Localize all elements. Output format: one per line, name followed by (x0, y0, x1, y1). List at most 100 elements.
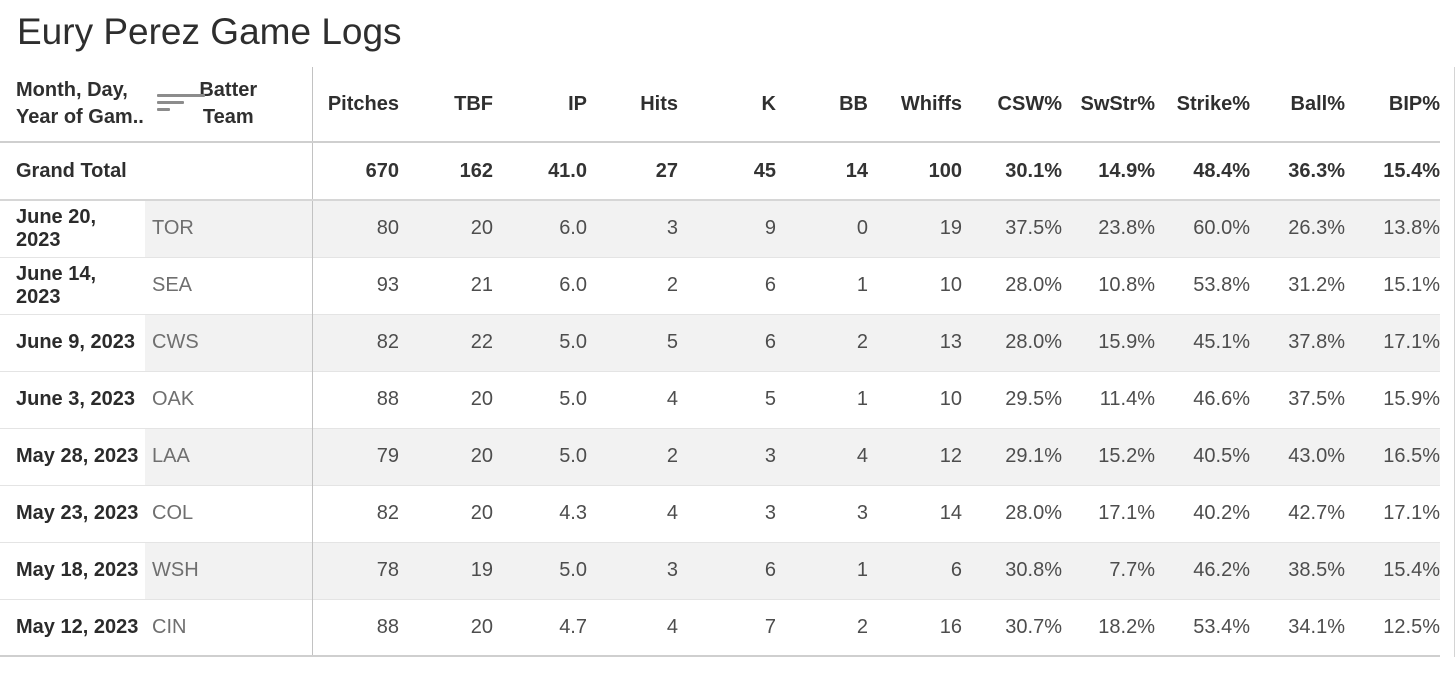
value-cell[interactable]: 11.4% (1062, 371, 1155, 428)
value-cell[interactable]: 15.9% (1345, 371, 1440, 428)
value-cell[interactable]: 3 (678, 428, 776, 485)
value-cell[interactable]: 45 (678, 142, 776, 200)
value-cell[interactable]: 0 (776, 200, 868, 257)
column-header-csw-pct[interactable]: CSW% (962, 67, 1062, 142)
value-cell[interactable]: 6 (678, 257, 776, 314)
value-cell[interactable]: 31.2% (1250, 257, 1345, 314)
team-cell[interactable]: CWS (145, 314, 312, 371)
value-cell[interactable]: 40.5% (1155, 428, 1250, 485)
value-cell[interactable]: 34.1% (1250, 599, 1345, 656)
value-cell[interactable]: 5.0 (493, 314, 587, 371)
value-cell[interactable]: 14.9% (1062, 142, 1155, 200)
value-cell[interactable]: 4 (587, 485, 678, 542)
value-cell[interactable]: 14 (776, 142, 868, 200)
column-header-strike-pct[interactable]: Strike% (1155, 67, 1250, 142)
team-cell[interactable]: WSH (145, 542, 312, 599)
value-cell[interactable]: 18.2% (1062, 599, 1155, 656)
sort-descending-icon[interactable] (157, 94, 205, 114)
team-cell[interactable]: SEA (145, 257, 312, 314)
column-header-k[interactable]: K (678, 67, 776, 142)
value-cell[interactable]: 37.5% (1250, 371, 1345, 428)
value-cell[interactable]: 14 (868, 485, 962, 542)
value-cell[interactable]: 3 (678, 485, 776, 542)
value-cell[interactable]: 7.7% (1062, 542, 1155, 599)
value-cell[interactable]: 1 (776, 371, 868, 428)
value-cell[interactable]: 78 (311, 542, 399, 599)
value-cell[interactable]: 6 (678, 542, 776, 599)
value-cell[interactable]: 46.2% (1155, 542, 1250, 599)
column-header-ball-pct[interactable]: Ball% (1250, 67, 1345, 142)
value-cell[interactable]: 26.3% (1250, 200, 1345, 257)
value-cell[interactable]: 43.0% (1250, 428, 1345, 485)
value-cell[interactable]: 1 (776, 542, 868, 599)
team-cell[interactable] (145, 142, 312, 200)
value-cell[interactable]: 45.1% (1155, 314, 1250, 371)
column-header-date[interactable]: Month, Day, Year of Gam.. (0, 67, 205, 142)
value-cell[interactable]: 27 (587, 142, 678, 200)
column-header-whiffs[interactable]: Whiffs (868, 67, 962, 142)
value-cell[interactable]: 10.8% (1062, 257, 1155, 314)
team-cell[interactable]: CIN (145, 599, 312, 656)
value-cell[interactable]: 21 (399, 257, 493, 314)
value-cell[interactable]: 6 (868, 542, 962, 599)
date-cell[interactable]: June 14, 2023 (0, 257, 145, 314)
date-cell[interactable]: May 23, 2023 (0, 485, 145, 542)
value-cell[interactable]: 5.0 (493, 542, 587, 599)
value-cell[interactable]: 5.0 (493, 371, 587, 428)
team-cell[interactable]: OAK (145, 371, 312, 428)
value-cell[interactable]: 16 (868, 599, 962, 656)
value-cell[interactable]: 13.8% (1345, 200, 1440, 257)
value-cell[interactable]: 79 (311, 428, 399, 485)
team-cell[interactable]: COL (145, 485, 312, 542)
value-cell[interactable]: 3 (776, 485, 868, 542)
column-header-swstr-pct[interactable]: SwStr% (1062, 67, 1155, 142)
value-cell[interactable]: 5 (678, 371, 776, 428)
value-cell[interactable]: 4 (587, 371, 678, 428)
value-cell[interactable]: 41.0 (493, 142, 587, 200)
value-cell[interactable]: 28.0% (962, 257, 1062, 314)
value-cell[interactable]: 15.1% (1345, 257, 1440, 314)
value-cell[interactable]: 15.9% (1062, 314, 1155, 371)
value-cell[interactable]: 3 (587, 200, 678, 257)
column-header-batter-team[interactable]: Batter Team (145, 67, 312, 142)
value-cell[interactable]: 23.8% (1062, 200, 1155, 257)
value-cell[interactable]: 2 (776, 599, 868, 656)
value-cell[interactable]: 2 (587, 257, 678, 314)
value-cell[interactable]: 42.7% (1250, 485, 1345, 542)
value-cell[interactable]: 2 (587, 428, 678, 485)
value-cell[interactable]: 30.7% (962, 599, 1062, 656)
value-cell[interactable]: 4 (587, 599, 678, 656)
value-cell[interactable]: 13 (868, 314, 962, 371)
team-cell[interactable]: TOR (145, 200, 312, 257)
column-header-tbf[interactable]: TBF (399, 67, 493, 142)
value-cell[interactable]: 15.4% (1345, 542, 1440, 599)
value-cell[interactable]: 5.0 (493, 428, 587, 485)
value-cell[interactable]: 17.1% (1062, 485, 1155, 542)
value-cell[interactable]: 12 (868, 428, 962, 485)
value-cell[interactable]: 40.2% (1155, 485, 1250, 542)
value-cell[interactable]: 3 (587, 542, 678, 599)
date-cell[interactable]: May 18, 2023 (0, 542, 145, 599)
team-cell[interactable]: LAA (145, 428, 312, 485)
value-cell[interactable]: 10 (868, 257, 962, 314)
value-cell[interactable]: 6 (678, 314, 776, 371)
date-cell[interactable]: June 9, 2023 (0, 314, 145, 371)
value-cell[interactable]: 5 (587, 314, 678, 371)
value-cell[interactable]: 4 (776, 428, 868, 485)
value-cell[interactable]: 37.5% (962, 200, 1062, 257)
value-cell[interactable]: 37.8% (1250, 314, 1345, 371)
column-header-bip-pct[interactable]: BIP% (1345, 67, 1440, 142)
value-cell[interactable]: 82 (311, 314, 399, 371)
date-cell[interactable]: May 28, 2023 (0, 428, 145, 485)
grand-total-label[interactable]: Grand Total (0, 142, 145, 200)
value-cell[interactable]: 20 (399, 485, 493, 542)
value-cell[interactable]: 6.0 (493, 257, 587, 314)
value-cell[interactable]: 53.8% (1155, 257, 1250, 314)
value-cell[interactable]: 93 (311, 257, 399, 314)
value-cell[interactable]: 28.0% (962, 485, 1062, 542)
value-cell[interactable]: 88 (311, 371, 399, 428)
column-header-pitches[interactable]: Pitches (311, 67, 399, 142)
value-cell[interactable]: 6.0 (493, 200, 587, 257)
value-cell[interactable]: 28.0% (962, 314, 1062, 371)
value-cell[interactable]: 15.4% (1345, 142, 1440, 200)
